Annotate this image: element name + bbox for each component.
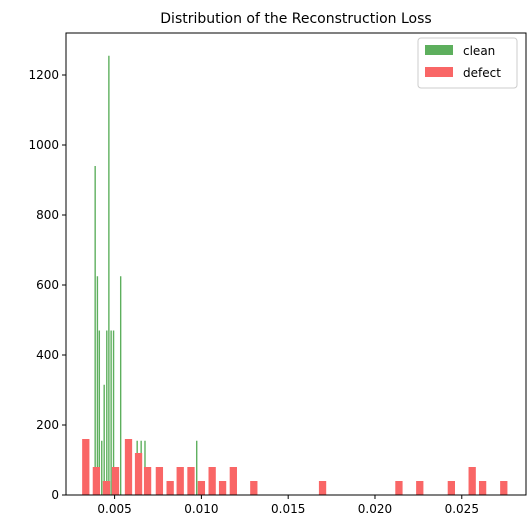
defect-bar-8 [166,481,174,495]
defect-bar-0 [82,439,90,495]
defect-bar-2 [102,481,111,495]
defect-bar-12 [208,467,216,495]
legend-defect-label: defect [463,66,501,80]
clean-bar-9 [119,276,122,495]
defect-bar-4 [124,439,133,495]
defect-bar-21 [478,481,487,495]
defect-bar-9 [176,467,184,495]
defect-bar-10 [187,467,195,495]
legend-clean-swatch [425,45,453,55]
clean-bar-4 [103,384,105,495]
legend-clean-label: clean [463,44,495,58]
clean-bar-2 [98,330,101,495]
defect-bar-11 [197,481,206,495]
y-tick-label: 1200 [28,68,59,82]
defect-bar-16 [318,481,327,495]
y-tick-label: 400 [36,348,59,362]
y-tick-label: 800 [36,208,59,222]
x-axis: 0.005 0.010 0.015 0.020 0.025 [97,495,479,516]
clean-bar-6 [108,55,110,495]
clean-bar-14 [196,440,198,495]
defect-bar-17 [395,481,403,495]
x-tick-label: 0.015 [271,502,305,516]
clean-bar-5 [106,330,108,495]
y-axis: 0 200 400 600 800 1000 1200 [28,68,66,502]
x-tick-label: 0.010 [184,502,218,516]
clean-bar-3 [101,440,103,495]
legend-defect-swatch [425,67,453,77]
defect-bar-20 [468,467,476,495]
clean-bar-8 [112,330,115,495]
legend: clean defect [417,37,518,89]
defect-bar-1 [92,467,101,495]
clean-bar-7 [110,330,112,495]
defect-bar-18 [416,481,424,495]
clean-series [94,55,198,495]
y-tick-label: 600 [36,278,59,292]
x-tick-label: 0.005 [97,502,131,516]
defect-series [82,439,508,495]
chart-title: Distribution of the Reconstruction Loss [160,11,431,27]
clean-bar-1 [96,276,99,495]
defect-bar-3 [111,467,120,495]
defect-bar-5 [134,453,143,495]
plot-frame [65,32,527,496]
defect-bar-14 [229,467,237,495]
defect-bar-7 [155,467,164,495]
defect-bar-13 [218,481,227,495]
y-tick-label: 200 [36,418,59,432]
defect-bar-6 [143,467,152,495]
clean-bar-0 [94,166,96,495]
defect-bar-19 [447,481,455,495]
y-tick-label: 0 [51,488,59,502]
defect-bar-15 [250,481,258,495]
x-tick-label: 0.025 [445,502,479,516]
defect-bar-22 [500,481,508,495]
y-tick-label: 1000 [28,138,59,152]
x-tick-label: 0.020 [358,502,392,516]
